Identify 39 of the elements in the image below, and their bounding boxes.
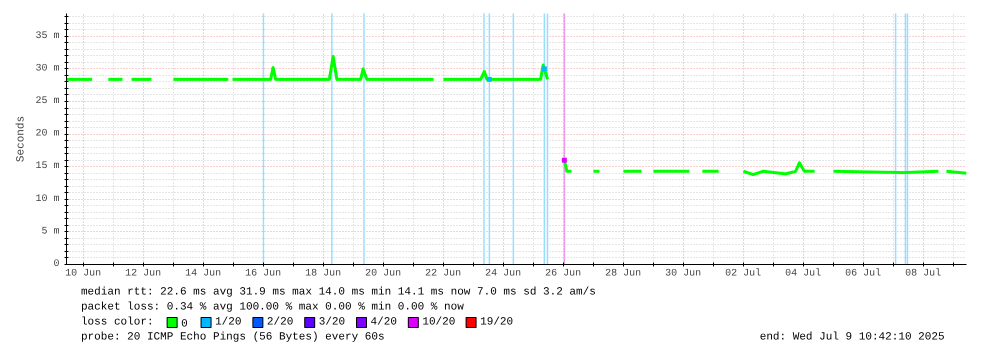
x-tick-label: 14 Jun xyxy=(185,268,222,280)
x-tick-label: 26 Jun xyxy=(545,268,582,280)
x-tick-label: 24 Jun xyxy=(485,268,522,280)
x-tick-label: 18 Jun xyxy=(305,268,342,280)
x-tick-label: 22 Jun xyxy=(425,268,462,280)
legend-title: loss color: xyxy=(80,316,154,328)
legend-label: 0 xyxy=(181,318,188,330)
y-tick-label: 10 m xyxy=(35,194,60,205)
x-tick-label: 06 Jul xyxy=(845,268,882,280)
text: median rtt: 22.6 ms avg 31.9 ms max 14.0 ms min 14.1 ms now 7.0 ms sd 3.2 am/s xyxy=(80,286,596,298)
legend-label: 1/20 xyxy=(215,316,242,328)
x-tick-label: 16 Jun xyxy=(245,268,282,280)
point xyxy=(562,158,567,163)
y-axis-title: Seconds xyxy=(15,116,28,162)
x-tick-label: 08 Jul xyxy=(905,268,942,280)
legend-label: 2/20 xyxy=(266,316,294,328)
text: end: Wed Jul 9 10:42:10 2025 xyxy=(760,332,945,344)
legend-label: 19/20 xyxy=(480,316,514,328)
y-tick-label: 35 m xyxy=(35,30,60,42)
x-tick-label: 12 Jun xyxy=(125,268,162,280)
x-tick-label: 28 Jun xyxy=(605,268,642,280)
y-tick-label: 30 m xyxy=(35,63,60,74)
y-tick-label: 5 m xyxy=(41,226,60,238)
text: probe: 20 ICMP Echo Pings (56 Bytes) every 60s xyxy=(80,332,385,344)
y-tick-label: 15 m xyxy=(35,161,60,172)
point xyxy=(486,76,492,82)
y-tick-label: 0 xyxy=(54,259,60,270)
x-tick-label: 30 Jun xyxy=(665,268,702,280)
y-tick-label: 25 m xyxy=(35,96,60,108)
legend-label: 3/20 xyxy=(318,316,346,328)
y-tick-label: 20 m xyxy=(35,128,60,140)
x-tick-label: 10 Jun xyxy=(65,268,102,280)
x-tick-label: 20 Jun xyxy=(365,268,402,280)
point xyxy=(542,66,547,72)
x-tick-label: 02 Jul xyxy=(725,268,762,280)
x-tick-label: 04 Jul xyxy=(785,268,822,280)
text: packet loss: 0.34 % avg 100.00 % max 0.00 % min 0.00 % now xyxy=(80,302,464,314)
legend-label: 4/20 xyxy=(370,316,397,328)
legend-label: 10/20 xyxy=(422,316,456,328)
